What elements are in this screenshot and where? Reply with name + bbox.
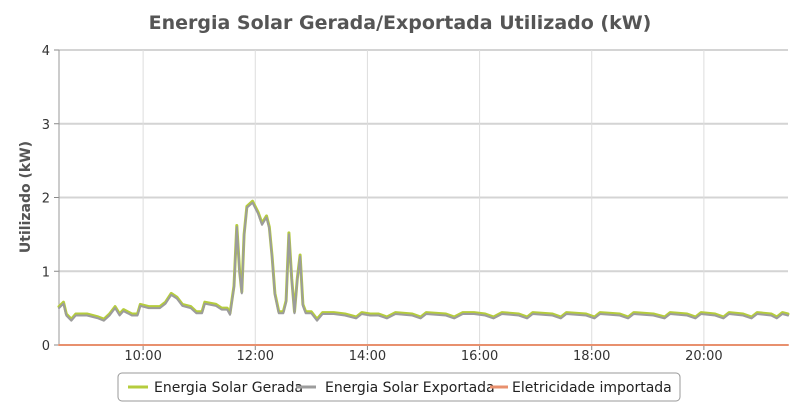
grid xyxy=(59,49,788,346)
x-tick-label: 18:00 xyxy=(573,349,610,364)
legend-item-generated[interactable]: Energia Solar Gerada xyxy=(128,380,303,396)
y-tick-label: 4 xyxy=(42,44,50,59)
y-tick-label: 1 xyxy=(42,265,50,280)
legend-label-imported: Eletricidade importada xyxy=(512,380,672,396)
x-tick-label: 20:00 xyxy=(685,349,722,364)
legend-label-generated: Energia Solar Gerada xyxy=(154,380,303,396)
series-group xyxy=(57,199,790,346)
legend-box xyxy=(117,372,681,402)
legend-label-exported: Energia Solar Exportada xyxy=(325,380,495,396)
chart-title: Energia Solar Gerada/Exportada Utilizado… xyxy=(149,12,652,34)
legend-item-imported[interactable]: Eletricidade importada xyxy=(490,380,672,396)
x-tick-label: 12:00 xyxy=(237,349,274,364)
x-tick-label: 10:00 xyxy=(124,349,161,364)
legend-item-exported[interactable]: Energia Solar Exportada xyxy=(296,380,495,396)
y-tick-label: 2 xyxy=(42,192,50,207)
y-tick-label: 3 xyxy=(42,118,50,133)
y-tick-label: 0 xyxy=(42,339,50,354)
legend[interactable]: Energia Solar Gerada Energia Solar Expor… xyxy=(117,372,681,402)
x-tick-label: 14:00 xyxy=(349,349,386,364)
series-line-exported xyxy=(58,201,789,322)
x-tick-label: 16:00 xyxy=(461,349,498,364)
y-axis-label: Utilizado (kW) xyxy=(18,141,34,253)
